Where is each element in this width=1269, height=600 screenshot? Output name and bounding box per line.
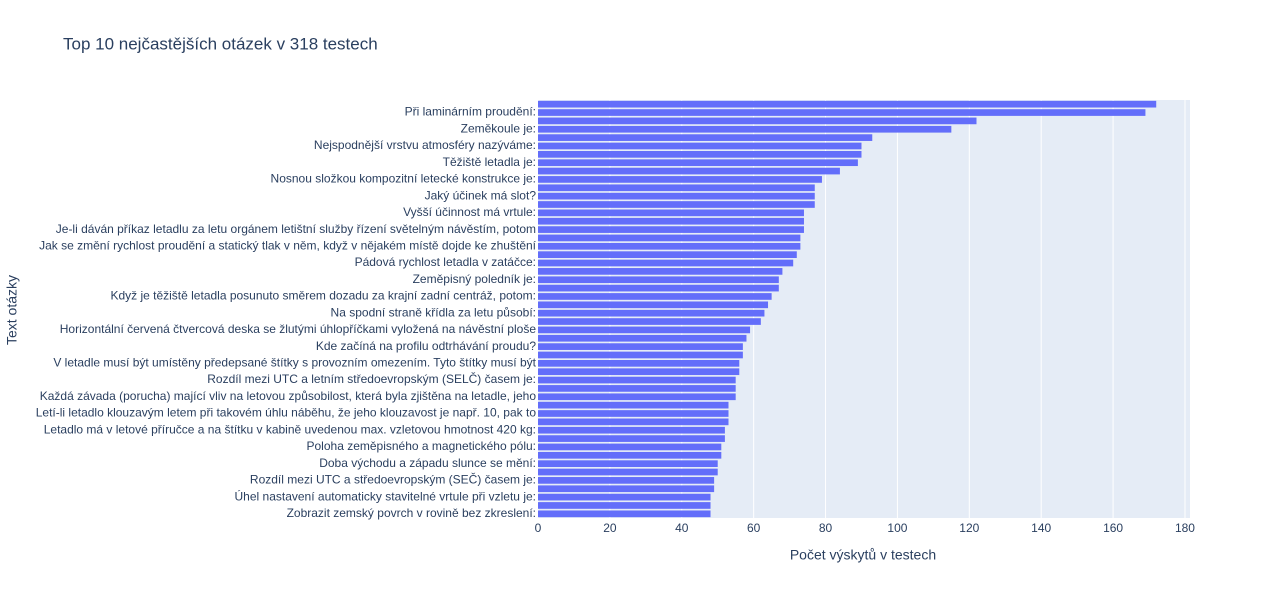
y-tick-label: Kde začíná na profilu odtrhávání proudu?: [316, 339, 536, 353]
bar: [538, 343, 743, 350]
y-tick-label: Na spodní straně křídla za letu působí:: [331, 305, 536, 319]
y-tick-label: Nosnou složkou kompozitní letecké konstr…: [271, 172, 536, 186]
bar: [538, 451, 722, 459]
bar: [538, 142, 862, 150]
y-tick-label: Rozdíl mezi UTC a středoevropským (SEČ) …: [250, 472, 536, 487]
bar: [538, 460, 718, 468]
bar: [538, 159, 858, 167]
x-tick-label: 0: [535, 521, 542, 535]
bar: [538, 368, 740, 376]
bar: [538, 167, 840, 175]
bar: [538, 201, 815, 208]
bar: [538, 477, 715, 484]
bar: [538, 435, 725, 442]
x-tick-label: 40: [675, 521, 689, 535]
bar: [538, 410, 729, 417]
y-tick-label: Vyšší účinnost má vrtule:: [403, 205, 536, 219]
bar: [538, 359, 740, 367]
bar: [538, 401, 729, 409]
x-tick-label: 140: [1031, 521, 1051, 535]
y-tick-label: Rozdíl mezi UTC a letním středoevropským…: [207, 371, 536, 386]
bar: [538, 334, 747, 342]
bar: [538, 242, 801, 250]
y-tick-label: Při laminárním proudění:: [405, 105, 536, 119]
chart-title: Top 10 nejčastějších otázek v 318 testec…: [63, 34, 378, 53]
y-tick-label: Horizontální červená čtvercová deska se …: [60, 322, 537, 336]
y-tick-label: Poloha zeměpisného a magnetického pólu:: [307, 439, 537, 453]
bar: [538, 284, 779, 292]
bar: [538, 276, 779, 284]
bar: [538, 510, 711, 518]
bar: [538, 376, 736, 384]
bar: [538, 226, 804, 233]
bar: [538, 268, 783, 275]
bar: [538, 150, 862, 158]
bar: [538, 234, 801, 242]
bar: [538, 385, 736, 392]
bar: [538, 125, 952, 133]
y-tick-label: Doba východu a západu slunce se mění:: [319, 456, 536, 470]
bar: [538, 184, 815, 192]
bar: [538, 100, 1157, 108]
y-tick-label: Letí-li letadlo klouzavým letem při tako…: [36, 406, 537, 420]
y-tick-label: Když je těžiště letadla posunuto směrem …: [110, 289, 536, 303]
bar: [538, 426, 725, 434]
bar: [538, 443, 722, 451]
y-axis-title: Text otázky: [4, 275, 20, 345]
x-tick-label: 60: [747, 521, 761, 535]
bar: [538, 318, 761, 325]
x-tick-label: 160: [1103, 521, 1123, 535]
bar: [538, 301, 769, 309]
y-tick-label: Zeměkoule je:: [461, 121, 536, 135]
x-tick-label: 180: [1175, 521, 1195, 535]
bar: [538, 485, 715, 493]
bar: [538, 176, 822, 183]
y-tick-label: Úhel nastavení automaticky stavitelné vr…: [235, 488, 536, 503]
bar: [538, 217, 804, 225]
y-tick-label: Zobrazit zemský povrch v rovině bez zkre…: [287, 506, 536, 520]
bar: [538, 134, 873, 141]
y-tick-label: Nejspodnější vrstvu atmosféry nazýváme:: [314, 138, 536, 152]
y-tick-label: Jak se změní rychlost proudění a statick…: [39, 238, 537, 252]
y-tick-label: Jaký účinek má slot?: [425, 188, 537, 202]
bar: [538, 351, 743, 359]
y-tick-label: Těžiště letadla je:: [443, 155, 536, 169]
y-tick-label: Letadlo má v letové příručce a na štítku…: [44, 422, 536, 436]
y-tick-label: Pádová rychlost letadla v zatáčce:: [355, 255, 536, 269]
bar: [538, 251, 797, 259]
bar: [538, 309, 765, 317]
x-tick-label: 120: [959, 521, 979, 535]
bar: [538, 293, 772, 300]
bar: [538, 393, 736, 401]
x-tick-label: 100: [887, 521, 907, 535]
bar: [538, 418, 729, 426]
bar: [538, 259, 794, 267]
bar: [538, 109, 1146, 116]
bar: [538, 192, 815, 200]
bar: [538, 493, 711, 501]
x-tick-label: 80: [819, 521, 833, 535]
bar: [538, 117, 977, 125]
x-tick-label: 20: [603, 521, 617, 535]
bar: [538, 502, 711, 509]
y-tick-label: Zeměpisný poledník je:: [413, 272, 536, 286]
y-tick-label: Každá závada (porucha) mající vliv na le…: [40, 389, 537, 403]
y-tick-label: V letadle musí být umístěny předepsané š…: [53, 356, 536, 370]
bar: [538, 209, 804, 217]
bar: [538, 326, 751, 334]
bar: [538, 468, 718, 476]
x-axis-title: Počet výskytů v testech: [790, 547, 936, 563]
y-tick-label: Je-li dáván příkaz letadlu za letu orgán…: [56, 222, 536, 236]
